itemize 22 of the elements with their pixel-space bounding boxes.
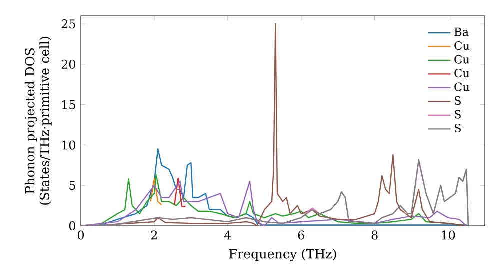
legend-label: Cu (454, 42, 470, 50)
legend-label: S (454, 110, 461, 119)
legend-label: Cu (454, 82, 470, 92)
legend-label: Cu (454, 68, 470, 78)
legend-label: S (454, 96, 461, 106)
y-tick-label: 0 (69, 221, 76, 231)
x-tick-label: 0 (78, 230, 84, 240)
legend-label: Cu (454, 55, 470, 64)
x-tick-label: 8 (372, 230, 378, 240)
y-tick-label: 15 (62, 100, 76, 110)
y-tick-label: 20 (62, 60, 76, 70)
legend-label: S (454, 124, 461, 133)
y-tick-label: 10 (62, 140, 76, 150)
x-tick-label: 10 (442, 230, 456, 240)
y-axis-title: Phonon projected DOS (States/THz·primitive cell) (24, 37, 52, 205)
x-axis-title: Frequency (THz) (229, 248, 336, 262)
legend-label: Ba (454, 28, 469, 36)
x-tick-label: 6 (298, 230, 304, 240)
y-tick-label: 5 (70, 181, 76, 190)
x-tick-label: 4 (224, 230, 232, 240)
y-tick-label: 25 (62, 20, 76, 29)
x-tick-label: 2 (151, 230, 158, 240)
